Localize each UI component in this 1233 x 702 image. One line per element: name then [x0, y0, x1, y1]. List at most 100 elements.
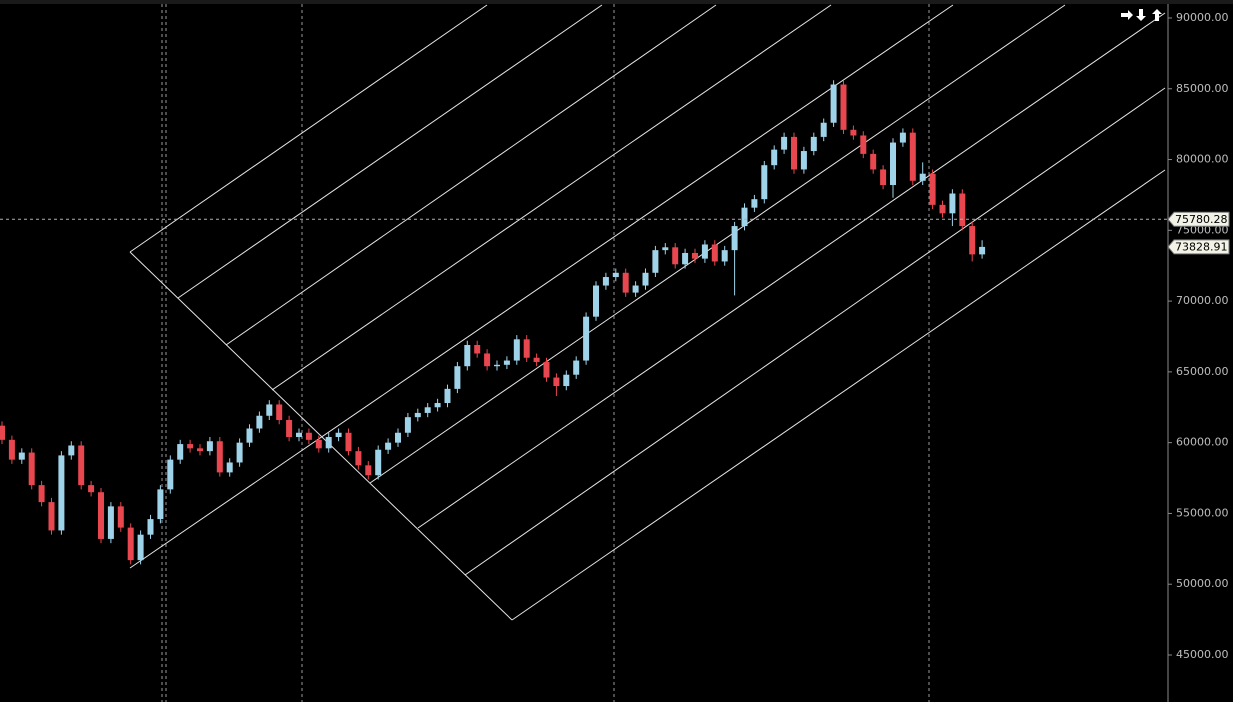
y-tick-label: 45000.00 — [1176, 648, 1229, 661]
candle-body — [315, 439, 322, 449]
y-tick-label: 70000.00 — [1176, 294, 1229, 307]
nav-icons[interactable] — [1121, 9, 1162, 21]
candle-body — [593, 285, 599, 317]
candle-body — [781, 136, 788, 150]
candle-body — [909, 132, 916, 181]
candle-body — [682, 252, 689, 265]
y-tick-label: 65000.00 — [1176, 365, 1229, 378]
candle-body — [88, 485, 95, 493]
candle-body — [206, 441, 213, 452]
candle-body — [860, 135, 867, 154]
candle-body — [58, 455, 65, 531]
candle-body — [187, 444, 194, 449]
candle-body — [959, 193, 966, 227]
candle-body — [543, 361, 550, 378]
candle-body — [573, 360, 580, 375]
candle-body — [256, 415, 263, 429]
candle-body — [642, 272, 649, 286]
scroll-down-icon[interactable] — [1136, 9, 1146, 21]
pitchfork-line — [369, 4, 1066, 484]
pitchfork-handle — [129, 251, 513, 621]
candle-body — [939, 204, 946, 214]
pitchfork-line — [225, 4, 717, 346]
price-tag-label: 75780.28 — [1175, 213, 1228, 226]
candle-body — [830, 84, 837, 123]
price-tag — [1167, 239, 1230, 255]
candle-body — [969, 226, 976, 255]
candle-body — [533, 357, 540, 362]
candle-body — [28, 452, 35, 486]
candle-body — [276, 404, 283, 421]
candle-body — [899, 132, 906, 143]
scroll-right-icon[interactable] — [1121, 10, 1133, 20]
candle-body — [949, 193, 956, 214]
candle-body — [602, 277, 609, 286]
candle-body — [197, 448, 203, 452]
y-tick-label: 60000.00 — [1176, 436, 1229, 449]
candle-body — [870, 153, 877, 170]
candle-body — [0, 425, 5, 440]
candle-body — [98, 492, 104, 539]
candle-body — [731, 226, 738, 251]
candle-body — [236, 442, 243, 463]
candle-body — [38, 485, 45, 503]
y-tick-label: 90000.00 — [1176, 11, 1229, 24]
candle-body — [78, 445, 85, 486]
candle-body — [672, 247, 679, 265]
candle-body — [751, 199, 758, 208]
candle-body — [820, 122, 827, 137]
candle-body — [117, 506, 124, 528]
top-border — [0, 0, 1233, 4]
candle-body — [979, 246, 986, 255]
candle-body — [494, 364, 500, 367]
candle-body — [840, 84, 847, 130]
candle-body — [305, 432, 312, 440]
candle-body — [385, 442, 392, 450]
price-tag-label: 73828.91 — [1175, 240, 1228, 253]
y-tick-label: 80000.00 — [1176, 153, 1229, 166]
candle-body — [48, 502, 55, 531]
pitchfork-line — [177, 4, 603, 299]
candle-body — [880, 169, 887, 186]
candle-body — [771, 149, 778, 166]
candle-body — [434, 403, 441, 408]
candle-body — [454, 366, 461, 389]
candle-body — [345, 432, 352, 452]
y-tick-label: 55000.00 — [1176, 506, 1229, 519]
y-tick-label: 85000.00 — [1176, 82, 1229, 95]
candle-body — [414, 412, 421, 418]
candle-body — [365, 465, 372, 476]
candle-body — [711, 244, 718, 262]
candle-body — [919, 173, 926, 181]
candle-body — [296, 432, 302, 437]
y-tick-label: 50000.00 — [1176, 577, 1229, 590]
candle-body — [107, 506, 114, 539]
pitchfork-line — [417, 12, 1166, 529]
candle-body — [513, 339, 520, 361]
candle-body — [375, 449, 382, 476]
candle-body — [18, 452, 25, 460]
candle-body — [523, 339, 530, 358]
candle-body — [424, 407, 431, 413]
candle-body — [216, 441, 223, 473]
candle-body — [325, 436, 332, 449]
pitchfork-line — [464, 87, 1166, 576]
candle-body — [167, 459, 174, 490]
scroll-up-icon[interactable] — [1152, 9, 1162, 21]
candle-body — [553, 377, 560, 387]
price-tag — [1167, 211, 1230, 227]
candle-body — [741, 207, 748, 227]
pitchfork-line — [511, 169, 1166, 621]
candle-body — [395, 432, 401, 443]
candle-body — [177, 444, 184, 460]
candle-body — [622, 272, 629, 293]
candle-body — [652, 250, 659, 273]
candle-body — [632, 285, 639, 293]
candle-body — [563, 374, 570, 387]
candle-body — [157, 489, 164, 520]
candle-body — [721, 250, 728, 262]
candle-body — [791, 136, 797, 170]
candle-body — [474, 344, 481, 354]
